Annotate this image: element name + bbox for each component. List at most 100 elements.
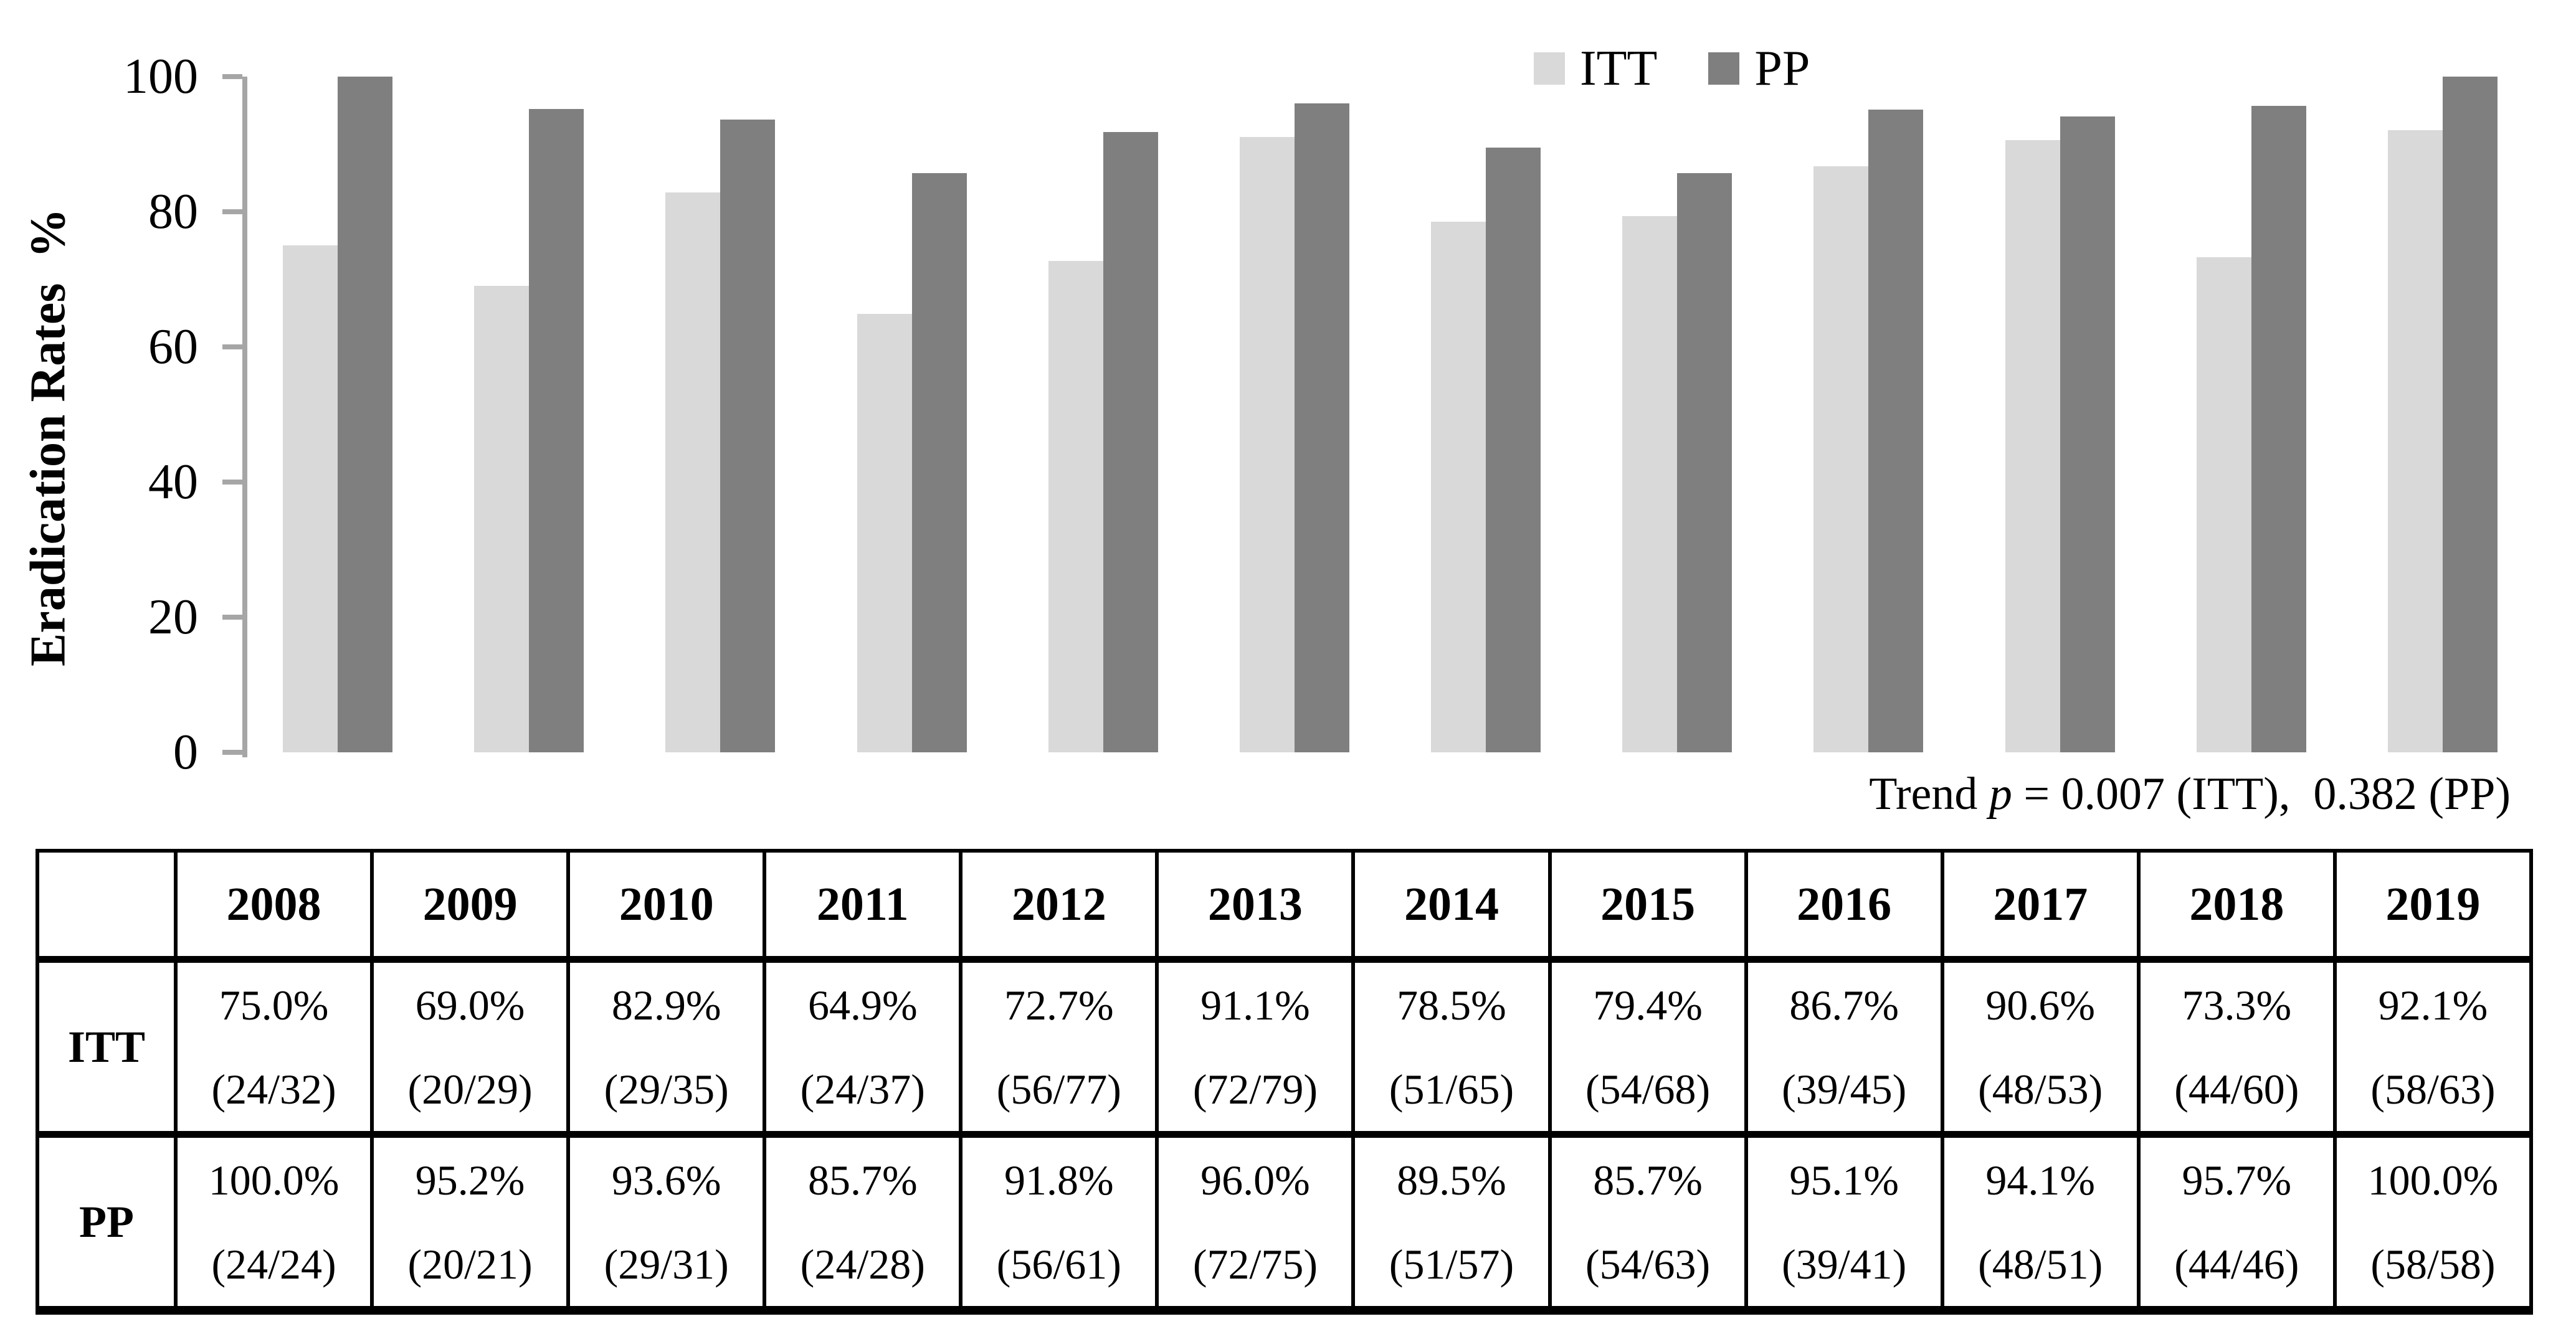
table-row-pp: PP 100.0% (24/24) 95.2% (20/21) 93.6% (29/31) 8…: [36, 1132, 2534, 1315]
pct-value: 82.9%: [611, 981, 721, 1029]
pct-value: 100.0%: [208, 1156, 340, 1204]
pct-value: 94.1%: [1985, 1156, 2096, 1204]
frac-value: (44/60): [2174, 1065, 2299, 1113]
pp-bar-2010: [720, 120, 776, 752]
pct-value: 72.7%: [1004, 981, 1114, 1029]
pct-value: 93.6%: [611, 1156, 721, 1204]
bar-group-2009: [474, 77, 584, 752]
frac-value: (20/21): [407, 1240, 533, 1288]
y-tick-label: 80: [148, 184, 198, 239]
data-cell: 85.7% (54/63): [1547, 1132, 1748, 1315]
y-tick-mark: [222, 209, 242, 214]
pct-value: 79.4%: [1593, 981, 1703, 1029]
data-cell: 72.7% (56/77): [959, 957, 1159, 1138]
frac-value: (24/24): [211, 1240, 336, 1288]
data-cell: 95.7% (44/46): [2136, 1132, 2337, 1315]
frac-value: (20/29): [407, 1065, 533, 1113]
bar-group-2010: [665, 77, 776, 752]
data-cell: 75.0% (24/32): [173, 957, 374, 1138]
bar-group-2016: [1813, 77, 1924, 752]
pct-value: 91.8%: [1004, 1156, 1114, 1204]
data-cell: 91.8% (56/61): [959, 1132, 1159, 1315]
pp-bar-2018: [2251, 105, 2306, 752]
trend-p-symbol: p: [1989, 769, 2012, 820]
pp-bar-2019: [2442, 77, 2498, 752]
pp-bar-2013: [1294, 103, 1349, 752]
data-cell: 78.5% (51/65): [1351, 957, 1552, 1138]
frac-value: (56/77): [996, 1065, 1121, 1113]
y-tick-labels: 0 20 40 60 80 100: [0, 52, 198, 777]
y-tick-marks: [222, 74, 242, 755]
itt-swatch-icon: [1534, 52, 1565, 85]
frac-value: (39/41): [1782, 1240, 1907, 1288]
pct-value: 90.6%: [1985, 981, 2096, 1029]
legend-label-itt: ITT: [1580, 41, 1658, 96]
year-header-cell: 2008: [173, 849, 374, 963]
pp-bar-2012: [1103, 131, 1158, 752]
itt-bar-2019: [2387, 130, 2443, 752]
itt-bar-2015: [1622, 215, 1678, 752]
pct-value: 85.7%: [807, 1156, 918, 1204]
data-cell: 91.1% (72/79): [1155, 957, 1356, 1138]
y-tick-mark: [222, 615, 242, 620]
pct-value: 100.0%: [2367, 1156, 2499, 1204]
bar-group-2013: [1239, 77, 1349, 752]
data-cell: 89.5% (51/57): [1351, 1132, 1552, 1315]
frac-value: (24/37): [800, 1065, 925, 1113]
frac-value: (58/63): [2370, 1065, 2496, 1113]
y-tick-mark: [222, 750, 242, 755]
trend-values: = 0.007 (ITT), 0.382 (PP): [2012, 769, 2511, 820]
data-cell: 69.0% (20/29): [370, 957, 571, 1138]
bar-group-2018: [2196, 77, 2306, 752]
bar-group-2015: [1622, 77, 1732, 752]
data-cell: 92.1% (58/63): [2332, 957, 2534, 1138]
pct-value: 92.1%: [2378, 981, 2488, 1029]
frac-value: (54/68): [1585, 1065, 1711, 1113]
pp-bar-2014: [1486, 147, 1541, 752]
row-label-itt: ITT: [36, 957, 178, 1138]
year-header-cell: 2017: [1940, 849, 2141, 963]
data-cell: 93.6% (29/31): [566, 1132, 767, 1315]
frac-value: (29/31): [604, 1240, 729, 1288]
pct-value: 86.7%: [1789, 981, 1899, 1029]
year-header-cell: 2011: [763, 849, 963, 963]
pct-value: 95.1%: [1789, 1156, 1899, 1204]
year-header-cell: 2018: [2136, 849, 2337, 963]
frac-value: (51/57): [1389, 1240, 1514, 1288]
eradication-rates-chart: Eradication Rates % 0 20 40 60 80 100 ITT PP …: [0, 41, 2511, 821]
y-tick-label: 100: [123, 49, 198, 104]
table-body: ITT 75.0% (24/32) 69.0% (20/29) 82.9% (29/35) 6…: [36, 957, 2534, 1315]
y-tick-label: 40: [148, 455, 198, 509]
table-corner-cell: [36, 849, 178, 963]
pct-value: 96.0%: [1200, 1156, 1310, 1204]
frac-value: (39/45): [1782, 1065, 1907, 1113]
trend-annotation: Trend p = 0.007 (ITT), 0.382 (PP): [1869, 768, 2511, 821]
frac-value: (48/53): [1978, 1065, 2103, 1113]
itt-bar-2010: [665, 192, 721, 752]
year-header-cell: 2014: [1351, 849, 1552, 963]
data-cell: 96.0% (72/75): [1155, 1132, 1356, 1315]
data-cell: 95.1% (39/41): [1744, 1132, 1944, 1315]
frac-value: (58/58): [2370, 1240, 2496, 1288]
y-tick-mark: [222, 480, 242, 485]
bar-group-2019: [2387, 77, 2498, 752]
itt-bar-2011: [857, 313, 912, 752]
pp-swatch-icon: [1708, 52, 1740, 85]
year-header-cell: 2016: [1744, 849, 1944, 963]
data-cell: 100.0% (24/24): [173, 1132, 374, 1315]
data-cell: 90.6% (48/53): [1940, 957, 2141, 1138]
bar-group-2014: [1431, 77, 1541, 752]
pct-value: 95.2%: [415, 1156, 525, 1204]
year-header-cell: 2010: [566, 849, 767, 963]
y-tick-label: 0: [173, 725, 198, 780]
frac-value: (51/65): [1389, 1065, 1514, 1113]
data-cell: 86.7% (39/45): [1744, 957, 1944, 1138]
year-header-cell: 2015: [1547, 849, 1748, 963]
itt-bar-2014: [1431, 222, 1486, 752]
y-tick-label: 60: [148, 319, 198, 374]
table-row-itt: ITT 75.0% (24/32) 69.0% (20/29) 82.9% (29/35) 6…: [36, 957, 2534, 1138]
year-header-cell: 2013: [1155, 849, 1356, 963]
data-cell: 95.2% (20/21): [370, 1132, 571, 1315]
frac-value: (72/79): [1192, 1065, 1318, 1113]
